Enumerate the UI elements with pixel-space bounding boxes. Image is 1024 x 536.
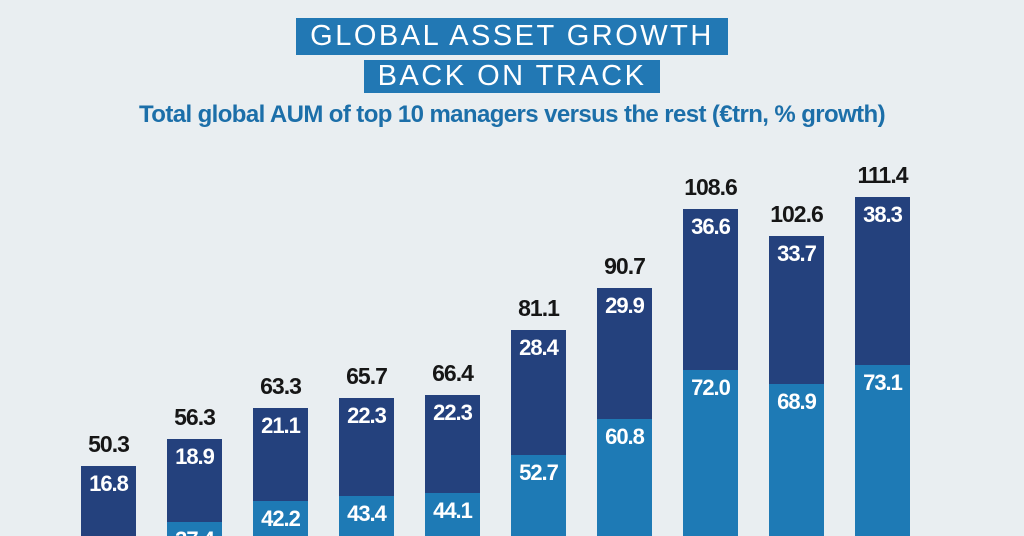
bar-bottom-segment-label: 72.0 <box>691 375 731 401</box>
bar-top-segment: 16.8 <box>81 465 136 536</box>
bar-top-segment-label: 38.3 <box>863 201 903 227</box>
chart-title-line1: GLOBAL ASSET GROWTH <box>296 18 728 55</box>
bar-top-segment-label: 22.3 <box>433 399 473 425</box>
stacked-bar: 56.3 18.9 37.4 <box>167 405 222 536</box>
stacked-bar: 66.4 22.3 44.1 <box>425 361 480 536</box>
stacked-bar: 90.7 29.9 60.8 <box>597 254 652 536</box>
bar-bottom-segment: 68.9 <box>769 383 824 536</box>
bar-total-label: 102.6 <box>770 200 824 227</box>
bar-bottom-segment-label: 44.1 <box>433 497 473 523</box>
bar-bottom-segment: 42.2 <box>253 501 308 536</box>
bar-bottom-segment: 44.1 <box>425 492 480 536</box>
stacked-bar: 50.3 16.8 <box>81 432 136 536</box>
bar-top-segment: 22.3 <box>425 394 480 493</box>
chart-subtitle: Total global AUM of top 10 managers vers… <box>139 101 886 128</box>
bar-total-label: 81.1 <box>518 295 560 322</box>
bar-total-label: 108.6 <box>684 174 738 201</box>
bar-top-segment: 18.9 <box>167 439 222 523</box>
bar-total-label: 50.3 <box>88 430 130 457</box>
bar-bottom-segment-label: 52.7 <box>519 460 559 486</box>
bar-bottom-segment: 52.7 <box>511 455 566 536</box>
bar-bottom-segment-label: 42.2 <box>261 506 301 532</box>
bar-bottom-segment-label: 43.4 <box>347 501 387 527</box>
bar-top-segment: 29.9 <box>597 287 652 420</box>
bar-bottom-segment: 73.1 <box>855 365 910 536</box>
bar-top-segment: 33.7 <box>769 235 824 384</box>
stacked-bar: 111.4 38.3 73.1 <box>855 163 910 536</box>
bar-total-label: 56.3 <box>174 404 216 431</box>
stacked-bar: 81.1 28.4 52.7 <box>511 296 566 536</box>
bar-total-label: 111.4 <box>857 161 908 188</box>
bar-bottom-segment: 37.4 <box>167 522 222 536</box>
bar-top-segment: 21.1 <box>253 408 308 502</box>
stacked-bar: 108.6 36.6 72.0 <box>683 175 738 536</box>
bar-total-label: 63.3 <box>260 373 302 400</box>
bar-top-segment: 28.4 <box>511 330 566 456</box>
bar-top-segment-label: 16.8 <box>89 470 129 496</box>
bar-top-segment-label: 36.6 <box>691 214 731 240</box>
bar-bottom-segment: 60.8 <box>597 419 652 536</box>
bar-total-label: 90.7 <box>604 252 646 279</box>
bar-top-segment-label: 21.1 <box>261 413 301 439</box>
bar-top-segment-label: 29.9 <box>605 292 645 318</box>
chart-header: GLOBAL ASSET GROWTH BACK ON TRACK Total … <box>0 0 1024 129</box>
bar-bottom-segment-label: 60.8 <box>605 424 645 450</box>
bar-bottom-segment: 72.0 <box>683 370 738 536</box>
bar-top-segment-label: 33.7 <box>777 240 817 266</box>
bar-top-segment: 36.6 <box>683 209 738 371</box>
stacked-bar: 65.7 22.3 43.4 <box>339 364 394 536</box>
bar-bottom-segment-label: 68.9 <box>777 388 817 414</box>
stacked-bar: 102.6 33.7 68.9 <box>769 202 824 536</box>
bar-total-label: 65.7 <box>346 362 388 389</box>
bar-bottom-segment: 43.4 <box>339 496 394 536</box>
bar-bottom-segment-label: 37.4 <box>167 522 222 536</box>
chart-title-line2: BACK ON TRACK <box>363 60 661 93</box>
bar-bottom-segment-label: 73.1 <box>863 370 903 396</box>
bar-top-segment-label: 22.3 <box>347 402 387 428</box>
stacked-bar: 63.3 21.1 42.2 <box>253 374 308 536</box>
bar-total-label: 66.4 <box>432 359 474 386</box>
bar-top-segment-label: 28.4 <box>519 335 559 361</box>
bar-top-segment-label: 18.9 <box>175 444 215 470</box>
bar-top-segment: 38.3 <box>855 196 910 366</box>
bar-top-segment: 22.3 <box>339 397 394 497</box>
